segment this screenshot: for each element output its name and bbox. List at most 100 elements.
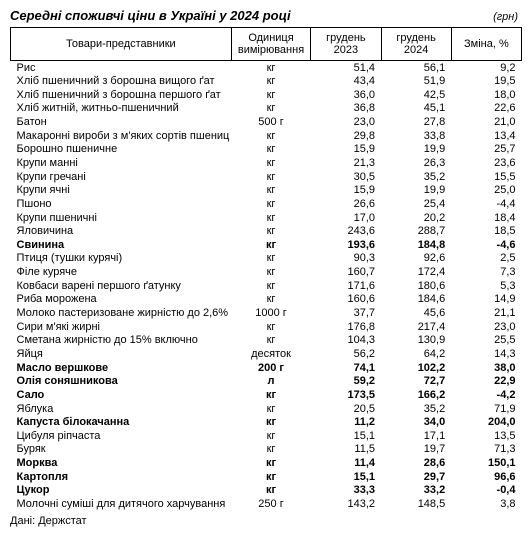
cell-v1: 20,5	[311, 402, 381, 416]
cell-change: 13,5	[451, 429, 521, 443]
table-row: Риба мороженакг160,6184,614,9	[11, 293, 522, 307]
table-row: Буряккг11,519,771,3	[11, 443, 522, 457]
cell-v2: 17,1	[381, 429, 451, 443]
cell-change: 14,3	[451, 347, 521, 361]
cell-name: Батон	[11, 116, 232, 130]
cell-v1: 30,5	[311, 170, 381, 184]
cell-v1: 11,4	[311, 457, 381, 471]
cell-v1: 160,7	[311, 266, 381, 280]
cell-change: -0,4	[451, 484, 521, 498]
cell-v2: 166,2	[381, 388, 451, 402]
cell-unit: л	[231, 375, 311, 389]
cell-unit: кг	[231, 197, 311, 211]
table-row: Картоплякг15,129,796,6	[11, 470, 522, 484]
cell-v2: 27,8	[381, 116, 451, 130]
cell-unit: кг	[231, 170, 311, 184]
cell-v1: 176,8	[311, 320, 381, 334]
table-row: Сири м'які жирнікг176,8217,423,0	[11, 320, 522, 334]
cell-v1: 11,2	[311, 416, 381, 430]
cell-unit: кг	[231, 470, 311, 484]
cell-v1: 90,3	[311, 252, 381, 266]
cell-unit: десяток	[231, 347, 311, 361]
table-row: Молоко пастеризоване жирністю до 2,6%100…	[11, 307, 522, 321]
cell-name: Риба морожена	[11, 293, 232, 307]
cell-v2: 64,2	[381, 347, 451, 361]
cell-unit: кг	[231, 88, 311, 102]
cell-name: Крупи ячні	[11, 184, 232, 198]
cell-name: Борошно пшеничне	[11, 143, 232, 157]
cell-name: Крупи манні	[11, 156, 232, 170]
cell-v1: 51,4	[311, 61, 381, 75]
cell-v1: 173,5	[311, 388, 381, 402]
table-row: Яловичинакг243,6288,718,5	[11, 225, 522, 239]
col-dec2024: грудень 2024	[381, 28, 451, 61]
cell-change: 23,0	[451, 320, 521, 334]
table-row: Крупи пшеничнікг17,020,218,4	[11, 211, 522, 225]
cell-v1: 74,1	[311, 361, 381, 375]
table-row: Сметана жирністю до 15% включнокг104,313…	[11, 334, 522, 348]
cell-unit: кг	[231, 429, 311, 443]
cell-name: Олія соняшникова	[11, 375, 232, 389]
cell-name: Ковбаси варені першого ґатунку	[11, 279, 232, 293]
cell-unit: 1000 г	[231, 307, 311, 321]
cell-v2: 102,2	[381, 361, 451, 375]
cell-unit: кг	[231, 238, 311, 252]
cell-name: Масло вершкове	[11, 361, 232, 375]
cell-unit: кг	[231, 129, 311, 143]
cell-unit: кг	[231, 225, 311, 239]
cell-v2: 56,1	[381, 61, 451, 75]
table-row: Салокг173,5166,2-4,2	[11, 388, 522, 402]
cell-v2: 26,3	[381, 156, 451, 170]
cell-v2: 72,7	[381, 375, 451, 389]
table-row: Макаронні вироби з м'яких сортів пшеницк…	[11, 129, 522, 143]
cell-change: 38,0	[451, 361, 521, 375]
col-change: Зміна, %	[451, 28, 521, 61]
table-row: Олія соняшниковал59,272,722,9	[11, 375, 522, 389]
cell-unit: кг	[231, 75, 311, 89]
cell-change: 96,6	[451, 470, 521, 484]
table-row: Філе курячекг160,7172,47,3	[11, 266, 522, 280]
cell-unit: кг	[231, 61, 311, 75]
cell-change: 5,3	[451, 279, 521, 293]
cell-unit: кг	[231, 184, 311, 198]
table-row: Яблукакг20,535,271,9	[11, 402, 522, 416]
cell-name: Філе куряче	[11, 266, 232, 280]
cell-change: 150,1	[451, 457, 521, 471]
cell-unit: 250 г	[231, 498, 311, 512]
cell-unit: кг	[231, 388, 311, 402]
cell-v1: 171,6	[311, 279, 381, 293]
cell-v1: 26,6	[311, 197, 381, 211]
cell-name: Молочні суміші для дитячого харчування	[11, 498, 232, 512]
cell-change: 3,8	[451, 498, 521, 512]
cell-v2: 34,0	[381, 416, 451, 430]
cell-v1: 29,8	[311, 129, 381, 143]
cell-change: 15,5	[451, 170, 521, 184]
cell-v2: 45,6	[381, 307, 451, 321]
cell-name: Картопля	[11, 470, 232, 484]
cell-v2: 28,6	[381, 457, 451, 471]
cell-name: Яловичина	[11, 225, 232, 239]
cell-v1: 37,7	[311, 307, 381, 321]
cell-unit: кг	[231, 334, 311, 348]
cell-change: 23,6	[451, 156, 521, 170]
cell-v1: 56,2	[311, 347, 381, 361]
cell-change: 71,9	[451, 402, 521, 416]
cell-v2: 45,1	[381, 102, 451, 116]
cell-change: 18,4	[451, 211, 521, 225]
table-row: Батон500 г23,027,821,0	[11, 116, 522, 130]
cell-unit: кг	[231, 102, 311, 116]
cell-unit: кг	[231, 402, 311, 416]
cell-name: Цукор	[11, 484, 232, 498]
table-row: Морквакг11,428,6150,1	[11, 457, 522, 471]
cell-name: Пшоно	[11, 197, 232, 211]
cell-v2: 19,7	[381, 443, 451, 457]
cell-v2: 19,9	[381, 143, 451, 157]
cell-v1: 160,6	[311, 293, 381, 307]
table-row: Молочні суміші для дитячого харчування25…	[11, 498, 522, 512]
cell-v1: 143,2	[311, 498, 381, 512]
cell-v2: 180,6	[381, 279, 451, 293]
cell-change: 204,0	[451, 416, 521, 430]
col-unit: Одиниця вимірювання	[231, 28, 311, 61]
cell-change: 25,7	[451, 143, 521, 157]
cell-name: Цибуля ріпчаста	[11, 429, 232, 443]
